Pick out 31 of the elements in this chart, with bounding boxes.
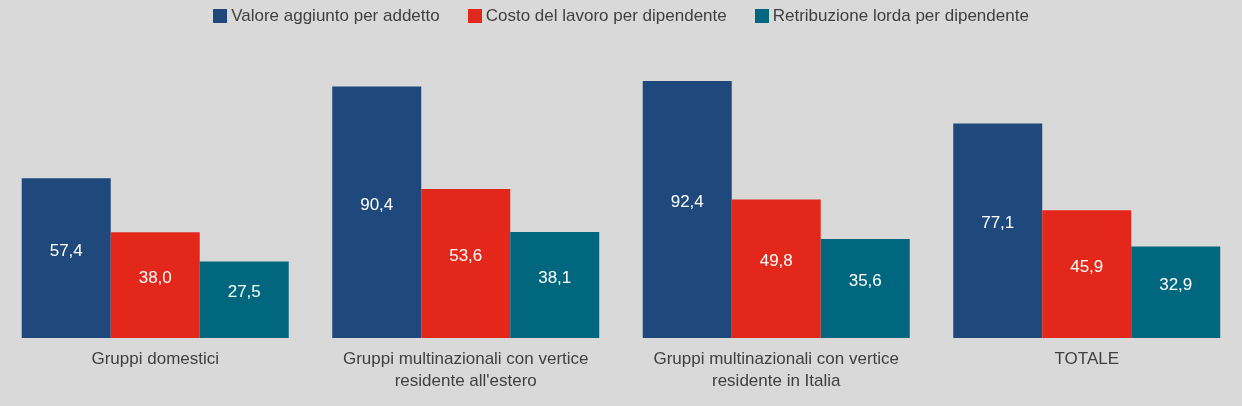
bar [421,188,511,338]
data-label: 92,4 [670,192,704,211]
x-tick-label: TOTALE [1054,349,1120,368]
legend-label: Valore aggiunto per addetto [230,6,440,26]
bar [510,232,600,338]
data-label: 53,6 [449,245,483,265]
data-label: 38,1 [538,267,572,287]
data-label: 38,0 [138,267,172,287]
bar [953,123,1043,338]
x-tick-label: Gruppi multinazionali con vertice residente all'estero [342,349,589,390]
bar [21,178,111,338]
x-tick-label: Gruppi domestici [91,349,220,368]
data-label: 45,9 [1070,256,1104,276]
data-label: 77,1 [981,213,1015,233]
data-label: 57,4 [49,240,83,260]
bar [1042,210,1132,338]
bar [642,81,732,338]
bar [199,261,289,338]
x-tick-label: Gruppi multinazionali con vertice residente in Italia [653,349,900,390]
legend-label: Retribuzione lorda per dipendente [771,6,1029,26]
bar [820,238,910,338]
data-label: 35,6 [848,270,882,290]
bar [110,232,200,338]
bar [731,199,821,338]
bar [1131,246,1221,338]
legend-label: Costo del lavoro per dipendente [484,6,727,26]
data-label: 32,9 [1159,274,1193,294]
data-label: 49,8 [759,251,793,271]
data-label: 90,4 [360,194,394,214]
data-label: 27,5 [227,282,261,302]
bar [332,86,422,338]
